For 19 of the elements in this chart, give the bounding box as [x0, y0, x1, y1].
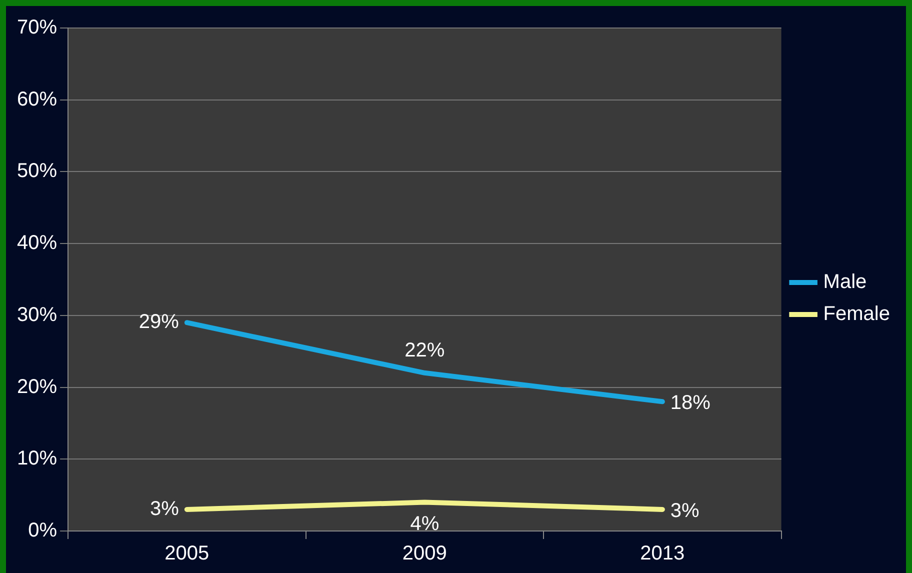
- data-label: 18%: [670, 392, 711, 414]
- x-tick-label: 2005: [164, 542, 210, 565]
- y-tick-label: 70%: [17, 16, 58, 39]
- y-tick-label: 60%: [17, 88, 58, 110]
- data-label: 4%: [410, 512, 440, 535]
- legend-label: Male: [823, 271, 867, 294]
- y-tick-label: 0%: [28, 520, 58, 542]
- data-label: 22%: [404, 339, 445, 362]
- data-label: 3%: [670, 500, 700, 522]
- y-tick-label: 30%: [17, 304, 58, 326]
- x-tick-label: 2009: [402, 542, 447, 565]
- y-tick-label: 20%: [17, 376, 58, 398]
- legend-label: Female: [823, 303, 890, 326]
- y-tick-label: 10%: [17, 448, 58, 470]
- data-label: 3%: [150, 498, 180, 520]
- data-label: 29%: [138, 311, 180, 334]
- y-tick-label: 50%: [17, 160, 58, 182]
- x-tick-label: 2013: [640, 542, 685, 565]
- y-tick-label: 40%: [17, 232, 58, 254]
